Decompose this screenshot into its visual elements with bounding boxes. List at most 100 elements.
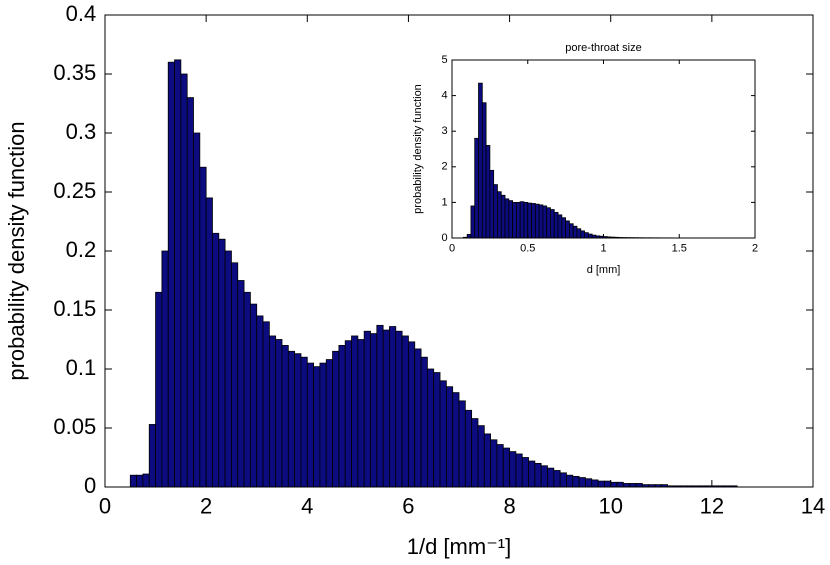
bar	[569, 223, 574, 239]
y-tick-label: 0	[441, 232, 447, 244]
bar	[306, 362, 315, 488]
bar	[591, 479, 599, 488]
bar	[224, 250, 232, 488]
bar	[262, 321, 270, 488]
bar	[426, 368, 435, 488]
bar	[148, 424, 156, 488]
y-tick-label: 1	[441, 196, 447, 208]
bar	[587, 233, 593, 239]
x-tick-label: 0	[449, 242, 455, 254]
bar	[534, 462, 542, 488]
bar	[155, 291, 163, 488]
bar	[616, 481, 624, 488]
bar	[603, 480, 612, 488]
bar	[572, 475, 580, 488]
bar	[256, 315, 264, 488]
x-tick-label: 2	[752, 242, 758, 254]
bar	[512, 201, 517, 239]
bar	[561, 217, 567, 239]
x-tick-label: 1.5	[672, 242, 687, 254]
bar	[497, 191, 502, 239]
y-tick-label: 0.05	[53, 414, 96, 439]
bar	[553, 470, 561, 488]
x-tick-label: 8	[503, 494, 515, 519]
bar	[635, 483, 643, 488]
bar	[546, 207, 551, 239]
bar	[370, 333, 378, 488]
y-tick-label: 0.2	[66, 237, 97, 262]
bar	[199, 166, 207, 488]
bar	[521, 457, 529, 488]
bar	[243, 291, 251, 488]
bar	[382, 329, 390, 488]
bar	[445, 386, 454, 488]
y-tick-label: 2	[441, 161, 447, 173]
y-tick-label: 4	[441, 90, 447, 102]
chart-title: pore-throat size	[565, 42, 641, 54]
x-tick-label: 1	[600, 242, 606, 254]
bar	[477, 425, 485, 488]
y-axis-label: probability density function	[412, 84, 424, 214]
bar	[344, 340, 352, 488]
bar	[584, 232, 589, 239]
bar	[597, 480, 605, 488]
x-tick-label: 6	[402, 494, 414, 519]
x-axis-label: 1/d [mm⁻¹]	[407, 534, 512, 559]
bar	[502, 447, 510, 488]
y-tick-label: 0.4	[66, 1, 97, 26]
x-tick-label: 14	[801, 494, 825, 519]
bar	[338, 344, 346, 488]
bar	[557, 214, 563, 239]
bar	[205, 197, 213, 488]
bar	[538, 204, 544, 239]
bar	[212, 232, 220, 488]
bar	[490, 439, 498, 488]
bar	[433, 372, 441, 488]
bar	[414, 348, 422, 488]
bar	[268, 335, 277, 488]
bar	[294, 353, 302, 488]
bar	[553, 211, 559, 239]
bar	[508, 200, 513, 239]
bar	[489, 169, 495, 239]
bar	[485, 145, 491, 239]
y-tick-label: 0.35	[53, 60, 96, 85]
bar	[547, 467, 555, 488]
bar	[504, 198, 510, 239]
bar	[439, 380, 447, 488]
bar	[281, 344, 289, 488]
bar	[319, 362, 327, 488]
bar	[470, 205, 476, 239]
bar	[629, 483, 637, 488]
bar	[500, 194, 506, 239]
bar	[515, 453, 523, 488]
y-tick-label: 3	[441, 125, 447, 137]
bar	[550, 209, 555, 239]
y-tick-label: 5	[441, 54, 447, 66]
bar	[193, 132, 201, 488]
y-tick-label: 0.3	[66, 119, 97, 144]
bar	[186, 97, 194, 488]
bar	[534, 203, 540, 239]
bar	[523, 201, 529, 239]
bar	[420, 356, 428, 488]
bar	[540, 465, 548, 488]
bar	[249, 303, 258, 488]
bar	[351, 335, 359, 488]
bar	[566, 474, 574, 488]
bar	[389, 326, 397, 488]
bar	[395, 330, 403, 488]
bar	[528, 460, 536, 488]
bar	[559, 472, 567, 488]
bar	[610, 481, 618, 488]
bar	[300, 356, 308, 488]
bar	[218, 238, 226, 488]
bar	[578, 477, 586, 488]
bar	[174, 59, 182, 488]
y-tick-label: 0.25	[53, 178, 96, 203]
bar	[531, 203, 536, 239]
bar	[129, 474, 138, 488]
bar	[287, 350, 296, 488]
x-tick-label: 0	[99, 494, 111, 519]
bar	[325, 359, 333, 488]
